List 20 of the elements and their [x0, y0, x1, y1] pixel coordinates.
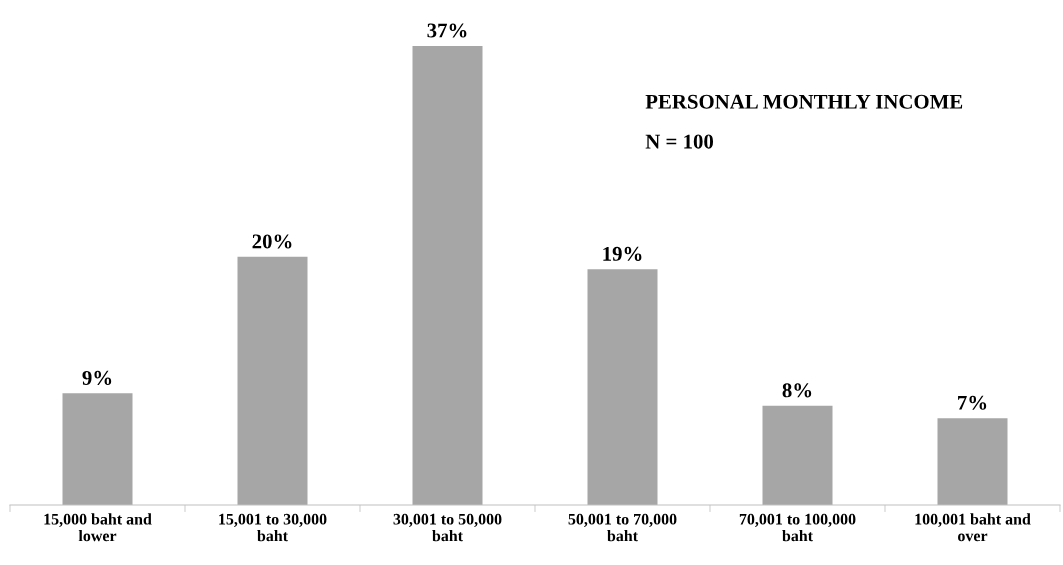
bar: [62, 393, 133, 505]
bar: [587, 269, 658, 505]
data-label: 8%: [782, 383, 812, 398]
data-label: 19%: [603, 246, 642, 261]
x-tick-label: 15,000 baht and lower: [44, 513, 152, 542]
x-tick-label: 30,001 to 50,000 baht: [393, 513, 502, 542]
bar: [762, 405, 833, 505]
text: PERSONAL MONTHLY INCOME: [645, 94, 963, 109]
x-tick-label: 70,001 to 100,000 baht: [739, 513, 856, 542]
x-tick-label: 100,001 baht and over: [915, 513, 1031, 542]
bar: [237, 256, 308, 505]
data-label: 9%: [82, 370, 112, 385]
x-tick-label: 50,001 to 70,000 baht: [568, 513, 677, 542]
x-tick-label: 15,001 to 30,000 baht: [219, 513, 327, 542]
data-label: 7%: [958, 395, 987, 410]
data-label: 20%: [252, 234, 292, 249]
bar: [937, 418, 1008, 505]
bar: [412, 45, 483, 505]
data-label: 37%: [427, 23, 467, 38]
text: N = 100: [645, 134, 714, 149]
